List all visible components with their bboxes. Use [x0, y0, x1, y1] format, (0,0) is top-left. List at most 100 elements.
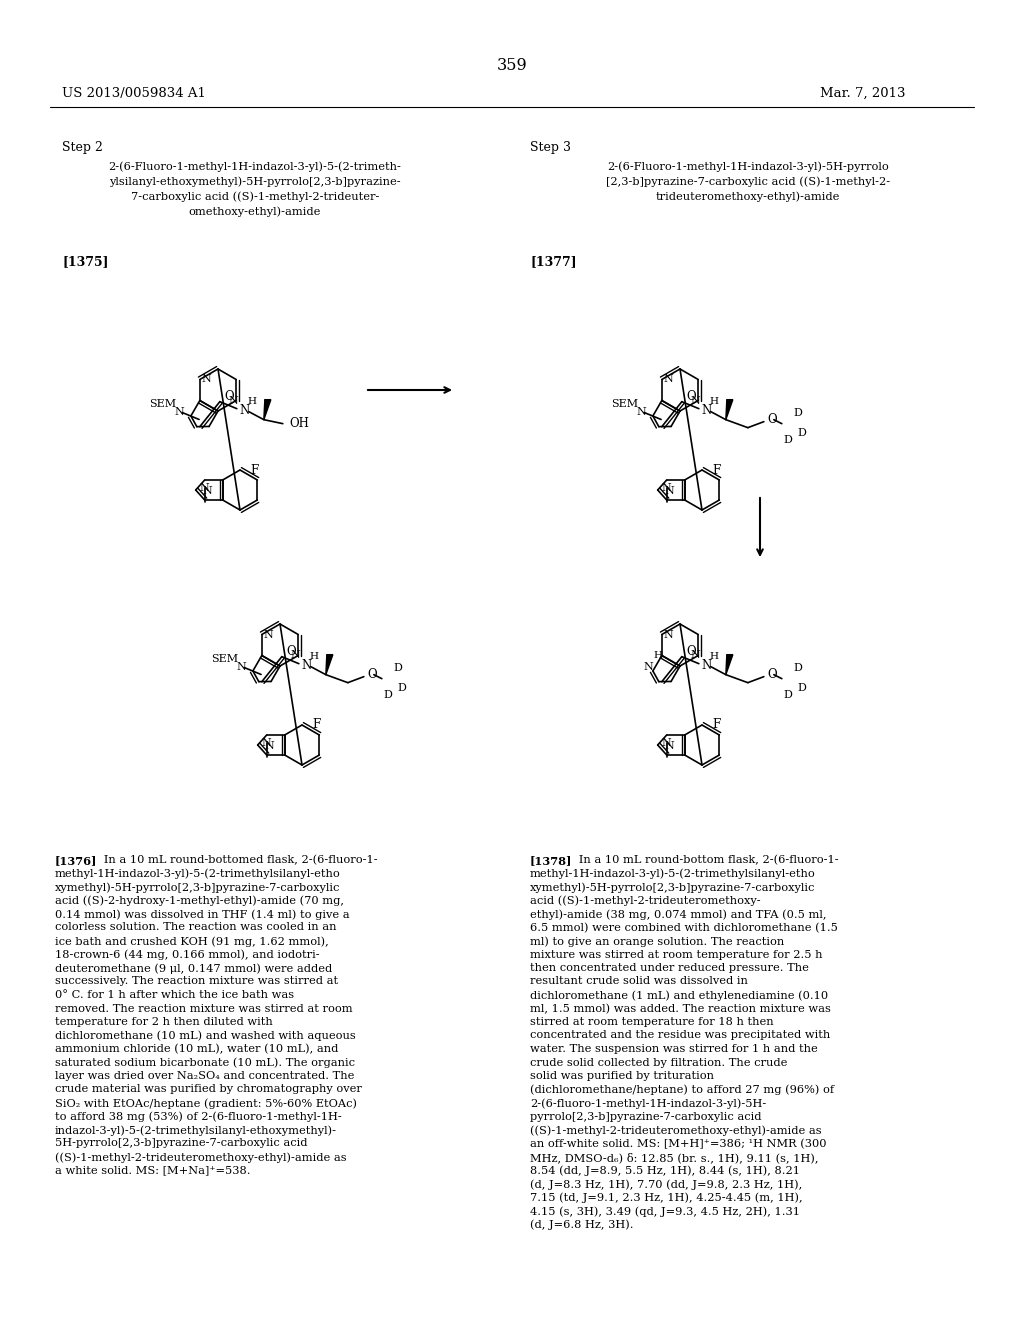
Text: omethoxy-ethyl)-amide: omethoxy-ethyl)-amide	[188, 207, 322, 218]
Text: Mar. 7, 2013: Mar. 7, 2013	[820, 87, 905, 99]
Text: crude solid collected by filtration. The crude: crude solid collected by filtration. The…	[530, 1057, 787, 1068]
Text: saturated sodium bicarbonate (10 mL). The organic: saturated sodium bicarbonate (10 mL). Th…	[55, 1057, 355, 1068]
Text: N: N	[690, 396, 700, 405]
Text: [2,3-b]pyrazine-7-carboxylic acid ((S)-1-methyl-2-: [2,3-b]pyrazine-7-carboxylic acid ((S)-1…	[606, 177, 890, 187]
Text: [1376]: [1376]	[55, 855, 97, 866]
Text: [1375]: [1375]	[62, 256, 109, 268]
Text: solid was purified by trituration: solid was purified by trituration	[530, 1071, 714, 1081]
Text: 7-carboxylic acid ((S)-1-methyl-2-trideuter-: 7-carboxylic acid ((S)-1-methyl-2-trideu…	[131, 191, 379, 202]
Text: O: O	[687, 645, 696, 659]
Text: 8.54 (dd, J=8.9, 5.5 Hz, 1H), 8.44 (s, 1H), 8.21: 8.54 (dd, J=8.9, 5.5 Hz, 1H), 8.44 (s, 1…	[530, 1166, 800, 1176]
Text: 5H-pyrrolo[2,3-b]pyrazine-7-carboxylic acid: 5H-pyrrolo[2,3-b]pyrazine-7-carboxylic a…	[55, 1138, 307, 1148]
Text: ylsilanyl-ethoxymethyl)-5H-pyrrolo[2,3-b]pyrazine-: ylsilanyl-ethoxymethyl)-5H-pyrrolo[2,3-b…	[110, 177, 400, 187]
Polygon shape	[726, 400, 733, 420]
Text: N: N	[302, 659, 312, 672]
Text: dichloromethane (1 mL) and ethylenediamine (0.10: dichloromethane (1 mL) and ethylenediami…	[530, 990, 828, 1001]
Text: N: N	[701, 659, 712, 672]
Text: F: F	[250, 463, 258, 477]
Text: SEM: SEM	[211, 655, 239, 664]
Text: H: H	[248, 397, 257, 407]
Text: MHz, DMSO-d₆) δ: 12.85 (br. s., 1H), 9.11 (s, 1H),: MHz, DMSO-d₆) δ: 12.85 (br. s., 1H), 9.1…	[530, 1152, 818, 1163]
Text: SEM: SEM	[611, 400, 638, 409]
Text: In a 10 mL round-bottomed flask, 2-(6-fluoro-1-: In a 10 mL round-bottomed flask, 2-(6-fl…	[93, 855, 378, 866]
Text: [1378]: [1378]	[530, 855, 572, 866]
Text: ice bath and crushed KOH (91 mg, 1.62 mmol),: ice bath and crushed KOH (91 mg, 1.62 mm…	[55, 936, 329, 946]
Text: D: D	[394, 663, 402, 673]
Text: D: D	[384, 689, 393, 700]
Text: O: O	[287, 645, 297, 659]
Text: 2-(6-Fluoro-1-methyl-1H-indazol-3-yl)-5-(2-trimeth-: 2-(6-Fluoro-1-methyl-1H-indazol-3-yl)-5-…	[109, 162, 401, 173]
Text: N: N	[662, 483, 672, 492]
Text: 359: 359	[497, 57, 527, 74]
Text: N: N	[636, 408, 646, 417]
Text: OH: OH	[290, 417, 309, 430]
Text: trideuteromethoxy-ethyl)-amide: trideuteromethoxy-ethyl)-amide	[655, 191, 840, 202]
Text: resultant crude solid was dissolved in: resultant crude solid was dissolved in	[530, 977, 748, 986]
Text: ml) to give an orange solution. The reaction: ml) to give an orange solution. The reac…	[530, 936, 784, 946]
Text: F: F	[712, 463, 720, 477]
Polygon shape	[264, 400, 270, 420]
Text: then concentrated under reduced pressure. The: then concentrated under reduced pressure…	[530, 964, 809, 973]
Text: H: H	[653, 651, 663, 660]
Text: SEM: SEM	[150, 400, 176, 409]
Text: ((S)-1-methyl-2-trideuteromethoxy-ethyl)-amide as: ((S)-1-methyl-2-trideuteromethoxy-ethyl)…	[55, 1152, 347, 1163]
Text: N: N	[690, 651, 700, 660]
Text: N: N	[264, 741, 274, 751]
Text: N: N	[200, 483, 210, 492]
Polygon shape	[726, 655, 733, 675]
Text: ethyl)-amide (38 mg, 0.074 mmol) and TFA (0.5 ml,: ethyl)-amide (38 mg, 0.074 mmol) and TFA…	[530, 909, 826, 920]
Text: N: N	[264, 630, 273, 639]
Text: temperature for 2 h then diluted with: temperature for 2 h then diluted with	[55, 1016, 272, 1027]
Text: D: D	[798, 428, 807, 438]
Text: O: O	[768, 413, 777, 426]
Text: (dichloromethane/heptane) to afford 27 mg (96%) of: (dichloromethane/heptane) to afford 27 m…	[530, 1085, 835, 1096]
Text: H: H	[310, 652, 318, 661]
Text: 6.5 mmol) were combined with dichloromethane (1.5: 6.5 mmol) were combined with dichloromet…	[530, 923, 838, 933]
Text: H: H	[710, 397, 719, 407]
Text: concentrated and the residue was precipitated with: concentrated and the residue was precipi…	[530, 1031, 830, 1040]
Text: D: D	[398, 682, 407, 693]
Text: 7.15 (td, J=9.1, 2.3 Hz, 1H), 4.25-4.45 (m, 1H),: 7.15 (td, J=9.1, 2.3 Hz, 1H), 4.25-4.45 …	[530, 1192, 803, 1203]
Text: N: N	[228, 396, 238, 405]
Text: F: F	[312, 718, 321, 731]
Text: acid ((S)-2-hydroxy-1-methyl-ethyl)-amide (70 mg,: acid ((S)-2-hydroxy-1-methyl-ethyl)-amid…	[55, 895, 344, 906]
Text: In a 10 mL round-bottom flask, 2-(6-fluoro-1-: In a 10 mL round-bottom flask, 2-(6-fluo…	[568, 855, 839, 866]
Text: N: N	[290, 651, 300, 660]
Text: 4.15 (s, 3H), 3.49 (qd, J=9.3, 4.5 Hz, 2H), 1.31: 4.15 (s, 3H), 3.49 (qd, J=9.3, 4.5 Hz, 2…	[530, 1206, 800, 1217]
Text: indazol-3-yl)-5-(2-trimethylsilanyl-ethoxymethyl)-: indazol-3-yl)-5-(2-trimethylsilanyl-etho…	[55, 1125, 337, 1135]
Text: ammonium chloride (10 mL), water (10 mL), and: ammonium chloride (10 mL), water (10 mL)…	[55, 1044, 338, 1055]
Text: 2-(6-fluoro-1-methyl-1H-indazol-3-yl)-5H-: 2-(6-fluoro-1-methyl-1H-indazol-3-yl)-5H…	[530, 1098, 766, 1109]
Text: acid ((S)-1-methyl-2-trideuteromethoxy-: acid ((S)-1-methyl-2-trideuteromethoxy-	[530, 895, 761, 906]
Text: D: D	[794, 663, 803, 673]
Text: N: N	[664, 375, 674, 384]
Text: a white solid. MS: [M+Na]⁺=538.: a white solid. MS: [M+Na]⁺=538.	[55, 1166, 251, 1176]
Text: to afford 38 mg (53%) of 2-(6-fluoro-1-methyl-1H-: to afford 38 mg (53%) of 2-(6-fluoro-1-m…	[55, 1111, 342, 1122]
Text: stirred at room temperature for 18 h then: stirred at room temperature for 18 h the…	[530, 1016, 773, 1027]
Text: (d, J=8.3 Hz, 1H), 7.70 (dd, J=9.8, 2.3 Hz, 1H),: (d, J=8.3 Hz, 1H), 7.70 (dd, J=9.8, 2.3 …	[530, 1179, 802, 1189]
Text: N: N	[643, 663, 653, 672]
Polygon shape	[326, 655, 333, 675]
Text: successively. The reaction mixture was stirred at: successively. The reaction mixture was s…	[55, 977, 338, 986]
Text: F: F	[712, 718, 720, 731]
Text: N: N	[202, 375, 212, 384]
Text: water. The suspension was stirred for 1 h and the: water. The suspension was stirred for 1 …	[530, 1044, 818, 1053]
Text: ((S)-1-methyl-2-trideuteromethoxy-ethyl)-amide as: ((S)-1-methyl-2-trideuteromethoxy-ethyl)…	[530, 1125, 821, 1135]
Text: D: D	[783, 434, 793, 445]
Text: methyl-1H-indazol-3-yl)-5-(2-trimethylsilanyl-etho: methyl-1H-indazol-3-yl)-5-(2-trimethylsi…	[530, 869, 816, 879]
Text: crude material was purified by chromatography over: crude material was purified by chromatog…	[55, 1085, 361, 1094]
Text: xymethyl)-5H-pyrrolo[2,3-b]pyrazine-7-carboxylic: xymethyl)-5H-pyrrolo[2,3-b]pyrazine-7-ca…	[530, 882, 815, 892]
Text: D: D	[783, 689, 793, 700]
Text: removed. The reaction mixture was stirred at room: removed. The reaction mixture was stirre…	[55, 1003, 352, 1014]
Text: O: O	[768, 668, 777, 681]
Text: N: N	[240, 404, 250, 417]
Text: deuteromethane (9 μl, 0.147 mmol) were added: deuteromethane (9 μl, 0.147 mmol) were a…	[55, 964, 332, 974]
Text: D: D	[794, 408, 803, 417]
Text: O: O	[368, 668, 378, 681]
Text: N: N	[174, 408, 184, 417]
Text: dichloromethane (10 mL) and washed with aqueous: dichloromethane (10 mL) and washed with …	[55, 1031, 355, 1041]
Text: 2-(6-Fluoro-1-methyl-1H-indazol-3-yl)-5H-pyrrolo: 2-(6-Fluoro-1-methyl-1H-indazol-3-yl)-5H…	[607, 162, 889, 173]
Text: ml, 1.5 mmol) was added. The reaction mixture was: ml, 1.5 mmol) was added. The reaction mi…	[530, 1003, 830, 1014]
Text: N: N	[237, 663, 246, 672]
Text: colorless solution. The reaction was cooled in an: colorless solution. The reaction was coo…	[55, 923, 337, 932]
Text: O: O	[225, 391, 234, 403]
